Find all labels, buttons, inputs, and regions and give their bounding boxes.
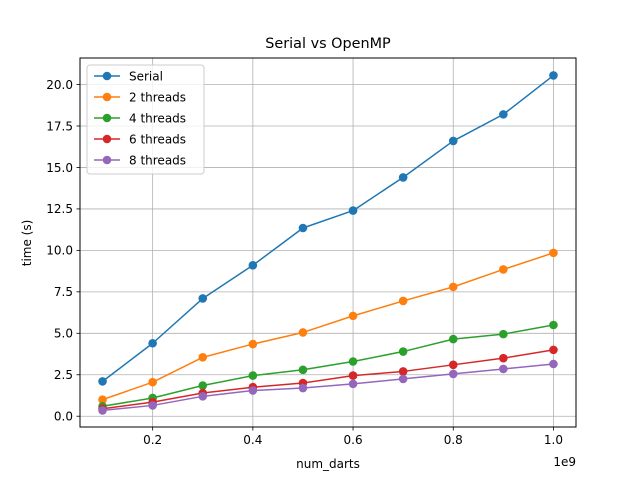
data-point bbox=[148, 401, 157, 410]
y-axis-label: time (s) bbox=[20, 220, 34, 267]
y-axis: 0.0 2.5 5.0 7.5 10.0 12.5 15.0 17.5 20.0 bbox=[46, 78, 80, 424]
data-point bbox=[499, 265, 508, 274]
legend-label: 8 threads bbox=[129, 154, 186, 168]
x-tick-label: 0.8 bbox=[444, 433, 463, 447]
series-line bbox=[102, 74, 554, 382]
series-2-threads bbox=[98, 248, 558, 404]
data-point bbox=[298, 383, 308, 393]
data-point bbox=[148, 377, 157, 387]
legend-marker bbox=[102, 113, 112, 123]
data-point bbox=[549, 320, 558, 330]
x-tick-label: 0.4 bbox=[243, 433, 262, 447]
legend-item: Serial bbox=[94, 70, 163, 84]
legend-marker bbox=[102, 134, 112, 144]
data-point bbox=[398, 347, 408, 356]
data-point bbox=[298, 223, 308, 233]
data-point bbox=[448, 334, 458, 344]
data-point bbox=[98, 395, 107, 404]
data-point bbox=[448, 369, 458, 379]
y-tick-label: 17.5 bbox=[46, 119, 73, 133]
data-point bbox=[198, 392, 208, 401]
data-point bbox=[549, 359, 558, 369]
data-point bbox=[549, 71, 558, 80]
data-point bbox=[348, 371, 358, 380]
legend-box bbox=[86, 64, 205, 175]
legend-label: Serial bbox=[129, 70, 163, 84]
data-point bbox=[198, 294, 208, 303]
legend: Serial 2 threads 4 threads 6 threads 8 threa… bbox=[86, 64, 205, 175]
data-point bbox=[398, 367, 408, 376]
data-point bbox=[248, 386, 258, 395]
data-point bbox=[298, 328, 308, 337]
series-8-threads bbox=[98, 359, 558, 415]
legend-marker bbox=[102, 71, 112, 81]
legend-label: 2 threads bbox=[129, 91, 186, 105]
x-tick-label: 1.0 bbox=[544, 433, 563, 447]
data-point bbox=[549, 248, 558, 258]
data-point bbox=[98, 406, 107, 415]
series-4-threads bbox=[98, 320, 558, 411]
legend-item: 8 threads bbox=[94, 154, 186, 168]
x-axis-offset-label: 1e9 bbox=[553, 455, 576, 469]
data-point bbox=[248, 371, 258, 380]
series-line bbox=[102, 363, 554, 412]
y-tick-label: 2.5 bbox=[54, 368, 73, 382]
series-line bbox=[102, 349, 554, 410]
y-tick-label: 15.0 bbox=[46, 161, 73, 175]
data-point bbox=[198, 381, 208, 390]
data-point bbox=[148, 338, 157, 348]
data-point bbox=[448, 360, 458, 370]
y-tick-label: 20.0 bbox=[46, 78, 73, 92]
chart-title: Serial vs OpenMP bbox=[265, 36, 391, 52]
data-point bbox=[499, 364, 508, 374]
legend-marker bbox=[102, 155, 112, 165]
legend-item: 6 threads bbox=[94, 133, 186, 147]
data-point bbox=[248, 261, 258, 270]
legend-label: 4 threads bbox=[129, 112, 186, 126]
data-point bbox=[348, 311, 358, 321]
y-tick-label: 7.5 bbox=[54, 285, 73, 299]
data-point bbox=[248, 339, 258, 349]
legend-label: 6 threads bbox=[129, 133, 186, 147]
y-tick-label: 5.0 bbox=[54, 327, 73, 341]
plot-area-frame bbox=[79, 57, 577, 428]
data-point bbox=[398, 374, 408, 384]
x-axis: 0.2 0.4 0.6 0.8 1.0 bbox=[143, 427, 563, 447]
data-point bbox=[499, 329, 508, 339]
data-point bbox=[198, 353, 208, 362]
data-point bbox=[298, 365, 308, 375]
series-serial bbox=[98, 71, 558, 386]
data-point bbox=[398, 173, 408, 182]
legend-item: 2 threads bbox=[94, 91, 186, 105]
data-point bbox=[348, 357, 358, 366]
data-point bbox=[549, 345, 558, 355]
data-point bbox=[98, 377, 107, 386]
legend-marker bbox=[102, 92, 112, 102]
y-tick-label: 0.0 bbox=[54, 410, 73, 424]
data-point bbox=[499, 353, 508, 363]
data-point bbox=[499, 110, 508, 119]
legend-item: 4 threads bbox=[94, 112, 186, 126]
data-point bbox=[348, 206, 358, 215]
data-point bbox=[448, 282, 458, 292]
data-point bbox=[348, 379, 358, 389]
x-tick-label: 0.6 bbox=[344, 433, 363, 447]
series-layer bbox=[98, 71, 558, 415]
x-axis-label: num_darts bbox=[296, 457, 360, 471]
series-line bbox=[102, 324, 554, 408]
y-tick-label: 10.0 bbox=[46, 244, 73, 258]
data-point bbox=[448, 136, 458, 146]
y-tick-label: 12.5 bbox=[46, 202, 73, 216]
series-line bbox=[102, 252, 554, 401]
data-point bbox=[398, 296, 408, 306]
x-tick-label: 0.2 bbox=[143, 433, 162, 447]
